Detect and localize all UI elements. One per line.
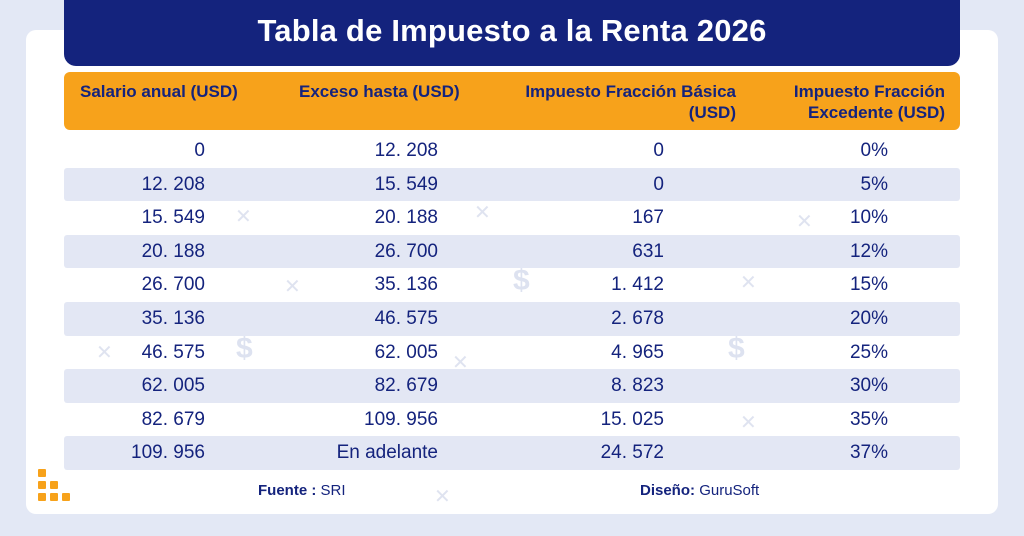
cell-salario: 46. 575: [141, 341, 205, 363]
cell-salario: 35. 136: [141, 307, 205, 329]
cell-fraccion-excedente: 15%: [849, 274, 888, 296]
cell-fraccion-basica: 2. 678: [611, 307, 664, 329]
table-row: 46. 575 62. 005 4. 965 25%: [64, 336, 960, 370]
column-header-fraccion-basica-line1: Impuesto Fracción Básica: [525, 82, 736, 101]
cell-exceso: 12. 208: [374, 140, 438, 161]
page-title: Tabla de Impuesto a la Renta 2026: [64, 0, 960, 66]
cell-fraccion-basica: 15. 025: [600, 408, 664, 430]
table-row: 35. 136 46. 575 2. 678 20%: [64, 301, 960, 336]
cell-exceso: 82. 679: [374, 375, 438, 397]
footer-design: Diseño: GuruSoft: [640, 482, 759, 499]
column-header-exceso: Exceso hasta (USD): [299, 82, 460, 101]
column-header-salario: Salario anual (USD): [80, 82, 238, 101]
cell-fraccion-excedente: 30%: [849, 375, 888, 397]
cell-salario: 82. 679: [141, 408, 205, 430]
footer-source: Fuente : SRI: [258, 482, 346, 499]
column-header-fraccion-basica: Impuesto Fracción Básica (USD): [504, 81, 736, 123]
cell-exceso: 35. 136: [374, 274, 438, 296]
cell-fraccion-basica: 24. 572: [600, 442, 664, 464]
cell-fraccion-excedente: 5%: [860, 173, 888, 195]
footer-design-value: GuruSoft: [699, 482, 760, 499]
column-header-fraccion-excedente-line2: Excedente (USD): [808, 103, 945, 122]
table-row: 15. 549 20. 188 167 10%: [64, 201, 960, 235]
cell-exceso: 26. 700: [374, 240, 438, 262]
table-row: 109. 956 En adelante 24. 572 37%: [64, 436, 960, 470]
cell-exceso: 62. 005: [374, 341, 438, 363]
cell-fraccion-excedente: 12%: [849, 240, 888, 262]
cell-salario: 0: [194, 140, 205, 161]
table-header: Salario anual (USD) Exceso hasta (USD) I…: [64, 72, 960, 130]
column-header-fraccion-excedente: Impuesto Fracción Excedente (USD): [764, 81, 945, 123]
cell-exceso: 46. 575: [374, 307, 438, 329]
cell-exceso: 20. 188: [374, 207, 438, 229]
cell-salario: 109. 956: [131, 442, 205, 464]
cell-fraccion-excedente: 25%: [849, 341, 888, 363]
cell-exceso: 109. 956: [364, 408, 438, 430]
cell-fraccion-excedente: 20%: [849, 307, 888, 329]
table-row: 12. 208 15. 549 0 5%: [64, 167, 960, 202]
table-row: 0 12. 208 0 0%: [64, 134, 960, 168]
cell-salario: 62. 005: [141, 375, 205, 397]
gurusoft-dots-logo-icon: [38, 469, 74, 501]
table-row: 26. 700 35. 136 1. 412 15%: [64, 268, 960, 302]
cell-fraccion-excedente: 35%: [849, 408, 888, 430]
cell-fraccion-excedente: 0%: [860, 140, 888, 161]
cell-fraccion-basica: 1. 412: [611, 274, 664, 296]
cell-exceso: En adelante: [336, 442, 438, 464]
table-body: 0 12. 208 0 0% 12. 208 15. 549 0 5% 15. …: [64, 134, 960, 470]
footer-source-value: SRI: [320, 482, 346, 499]
cell-salario: 15. 549: [141, 207, 205, 229]
cell-fraccion-basica: 631: [632, 240, 664, 262]
cell-salario: 12. 208: [141, 173, 205, 195]
cell-salario: 20. 188: [141, 240, 205, 262]
cell-fraccion-excedente: 37%: [849, 442, 888, 464]
cell-fraccion-basica: 0: [653, 173, 664, 195]
table-row: 20. 188 26. 700 631 12%: [64, 234, 960, 269]
table-row: 62. 005 82. 679 8. 823 30%: [64, 369, 960, 403]
cell-fraccion-basica: 167: [632, 207, 664, 229]
footer-design-label: Diseño:: [640, 482, 696, 499]
table-row: 82. 679 109. 956 15. 025 35%: [64, 403, 960, 437]
column-header-fraccion-basica-line2: (USD): [688, 103, 736, 122]
cell-fraccion-basica: 4. 965: [611, 341, 664, 363]
column-header-fraccion-excedente-line1: Impuesto Fracción: [793, 82, 945, 101]
footer-source-label: Fuente :: [258, 482, 317, 499]
cell-fraccion-basica: 8. 823: [611, 375, 664, 397]
cell-salario: 26. 700: [141, 274, 205, 296]
cell-exceso: 15. 549: [374, 173, 438, 195]
cell-fraccion-excedente: 10%: [849, 207, 888, 229]
cell-fraccion-basica: 0: [653, 140, 664, 161]
